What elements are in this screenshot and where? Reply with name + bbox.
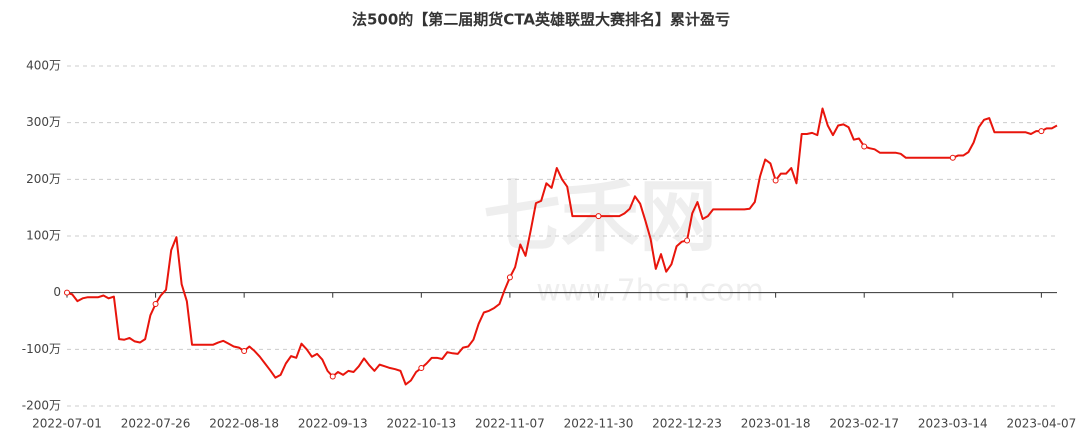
point-marker (241, 348, 248, 355)
point-marker (506, 274, 513, 281)
x-tick-label: 2022-07-26 (121, 417, 191, 431)
x-tick-label: 2023-01-18 (741, 417, 811, 431)
point-marker (329, 373, 336, 380)
y-tick-label: 300万 (26, 115, 61, 129)
point-marker (64, 289, 70, 296)
y-tick-label: 200万 (26, 172, 61, 186)
x-tick-label: 2022-11-07 (475, 417, 545, 431)
point-marker (418, 365, 425, 372)
point-marker (152, 301, 159, 307)
x-tick-label: 2023-04-07 (1006, 417, 1076, 431)
point-marker (772, 177, 779, 184)
y-tick-label: 100万 (26, 229, 61, 243)
x-tick-label: 2023-02-17 (829, 417, 899, 431)
point-marker (949, 154, 956, 161)
y-tick-label: 400万 (26, 59, 61, 73)
y-tick-label: 0 (53, 285, 61, 299)
x-tick-label: 2022-07-01 (32, 417, 102, 431)
y-tick-label: -200万 (22, 399, 61, 413)
watermark-url: www.7hcn.com (536, 274, 764, 309)
x-tick-label: 2022-09-13 (298, 417, 368, 431)
line (66, 107, 1058, 386)
point-marker (684, 237, 691, 244)
x-tick-label: 2023-03-14 (918, 417, 988, 431)
x-tick-label: 2022-10-13 (386, 417, 456, 431)
x-tick-label: 2022-11-30 (564, 417, 634, 431)
point-marker (861, 143, 868, 150)
x-tick-label: 2022-08-18 (209, 417, 279, 431)
point-marker (595, 213, 602, 220)
y-tick-label: -100万 (22, 342, 61, 356)
point-marker (1038, 128, 1045, 135)
chart-title: 法500的【第二届期货CTA英雄联盟大赛排名】累计盈亏 (352, 11, 730, 29)
x-tick-label: 2022-12-23 (652, 417, 722, 431)
